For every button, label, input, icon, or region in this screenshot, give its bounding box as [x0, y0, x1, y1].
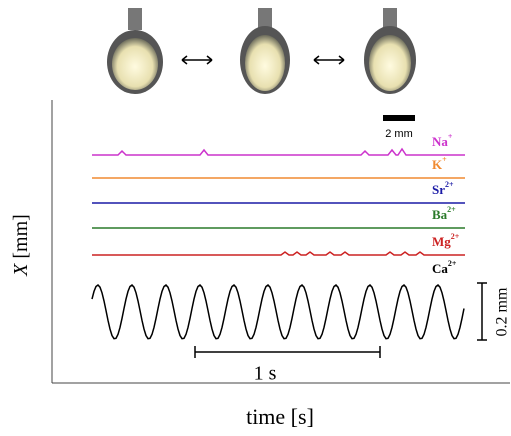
y-axis-label: X [mm] — [10, 214, 32, 277]
ion-symbol: Ba — [432, 207, 448, 222]
ion-charge: 2+ — [447, 205, 456, 214]
ion-label: Ba2+ — [432, 205, 456, 222]
ion-symbol: Sr — [432, 182, 445, 197]
amplitude-bar-label: 0.2 mm — [494, 287, 511, 336]
axes — [51, 100, 510, 384]
ion-charge: 2+ — [445, 180, 454, 189]
scale-bar-label: 2 mm — [385, 128, 413, 140]
y-label-unit: [mm] — [10, 214, 32, 258]
droplet — [107, 8, 163, 94]
ion-charge: + — [442, 155, 447, 164]
ion-trace — [92, 147, 465, 156]
time-bar-label: 1 s — [254, 363, 277, 385]
x-axis-label: time [s] — [246, 404, 314, 429]
oscillation-trace — [91, 283, 465, 340]
ion-label: K+ — [432, 155, 447, 172]
droplet — [364, 8, 416, 94]
ion-charge: 2+ — [448, 259, 457, 268]
ion-symbol: Ca — [432, 261, 448, 276]
ion-charge: + — [448, 132, 453, 141]
ion-symbol: K — [432, 157, 443, 172]
traces: Na+K+Sr2+Ba2+Mg2+Ca2+ — [92, 132, 465, 276]
time-bar — [194, 346, 381, 358]
ion-symbol: Mg — [432, 234, 451, 249]
ion-label: Sr2+ — [432, 180, 454, 197]
ion-symbol: Na — [432, 134, 448, 149]
ion-trace — [92, 251, 465, 256]
ion-charge: 2+ — [451, 232, 460, 241]
ion-label: Ca2+ — [432, 259, 457, 276]
droplets — [107, 8, 416, 94]
ion-label: Mg2+ — [432, 232, 460, 249]
arrows — [181, 55, 345, 65]
y-label-symbol: X — [10, 263, 32, 277]
amplitude-bar — [477, 282, 487, 341]
ion-label: Na+ — [432, 132, 453, 149]
scale-bar — [383, 115, 415, 121]
droplet — [240, 8, 290, 94]
